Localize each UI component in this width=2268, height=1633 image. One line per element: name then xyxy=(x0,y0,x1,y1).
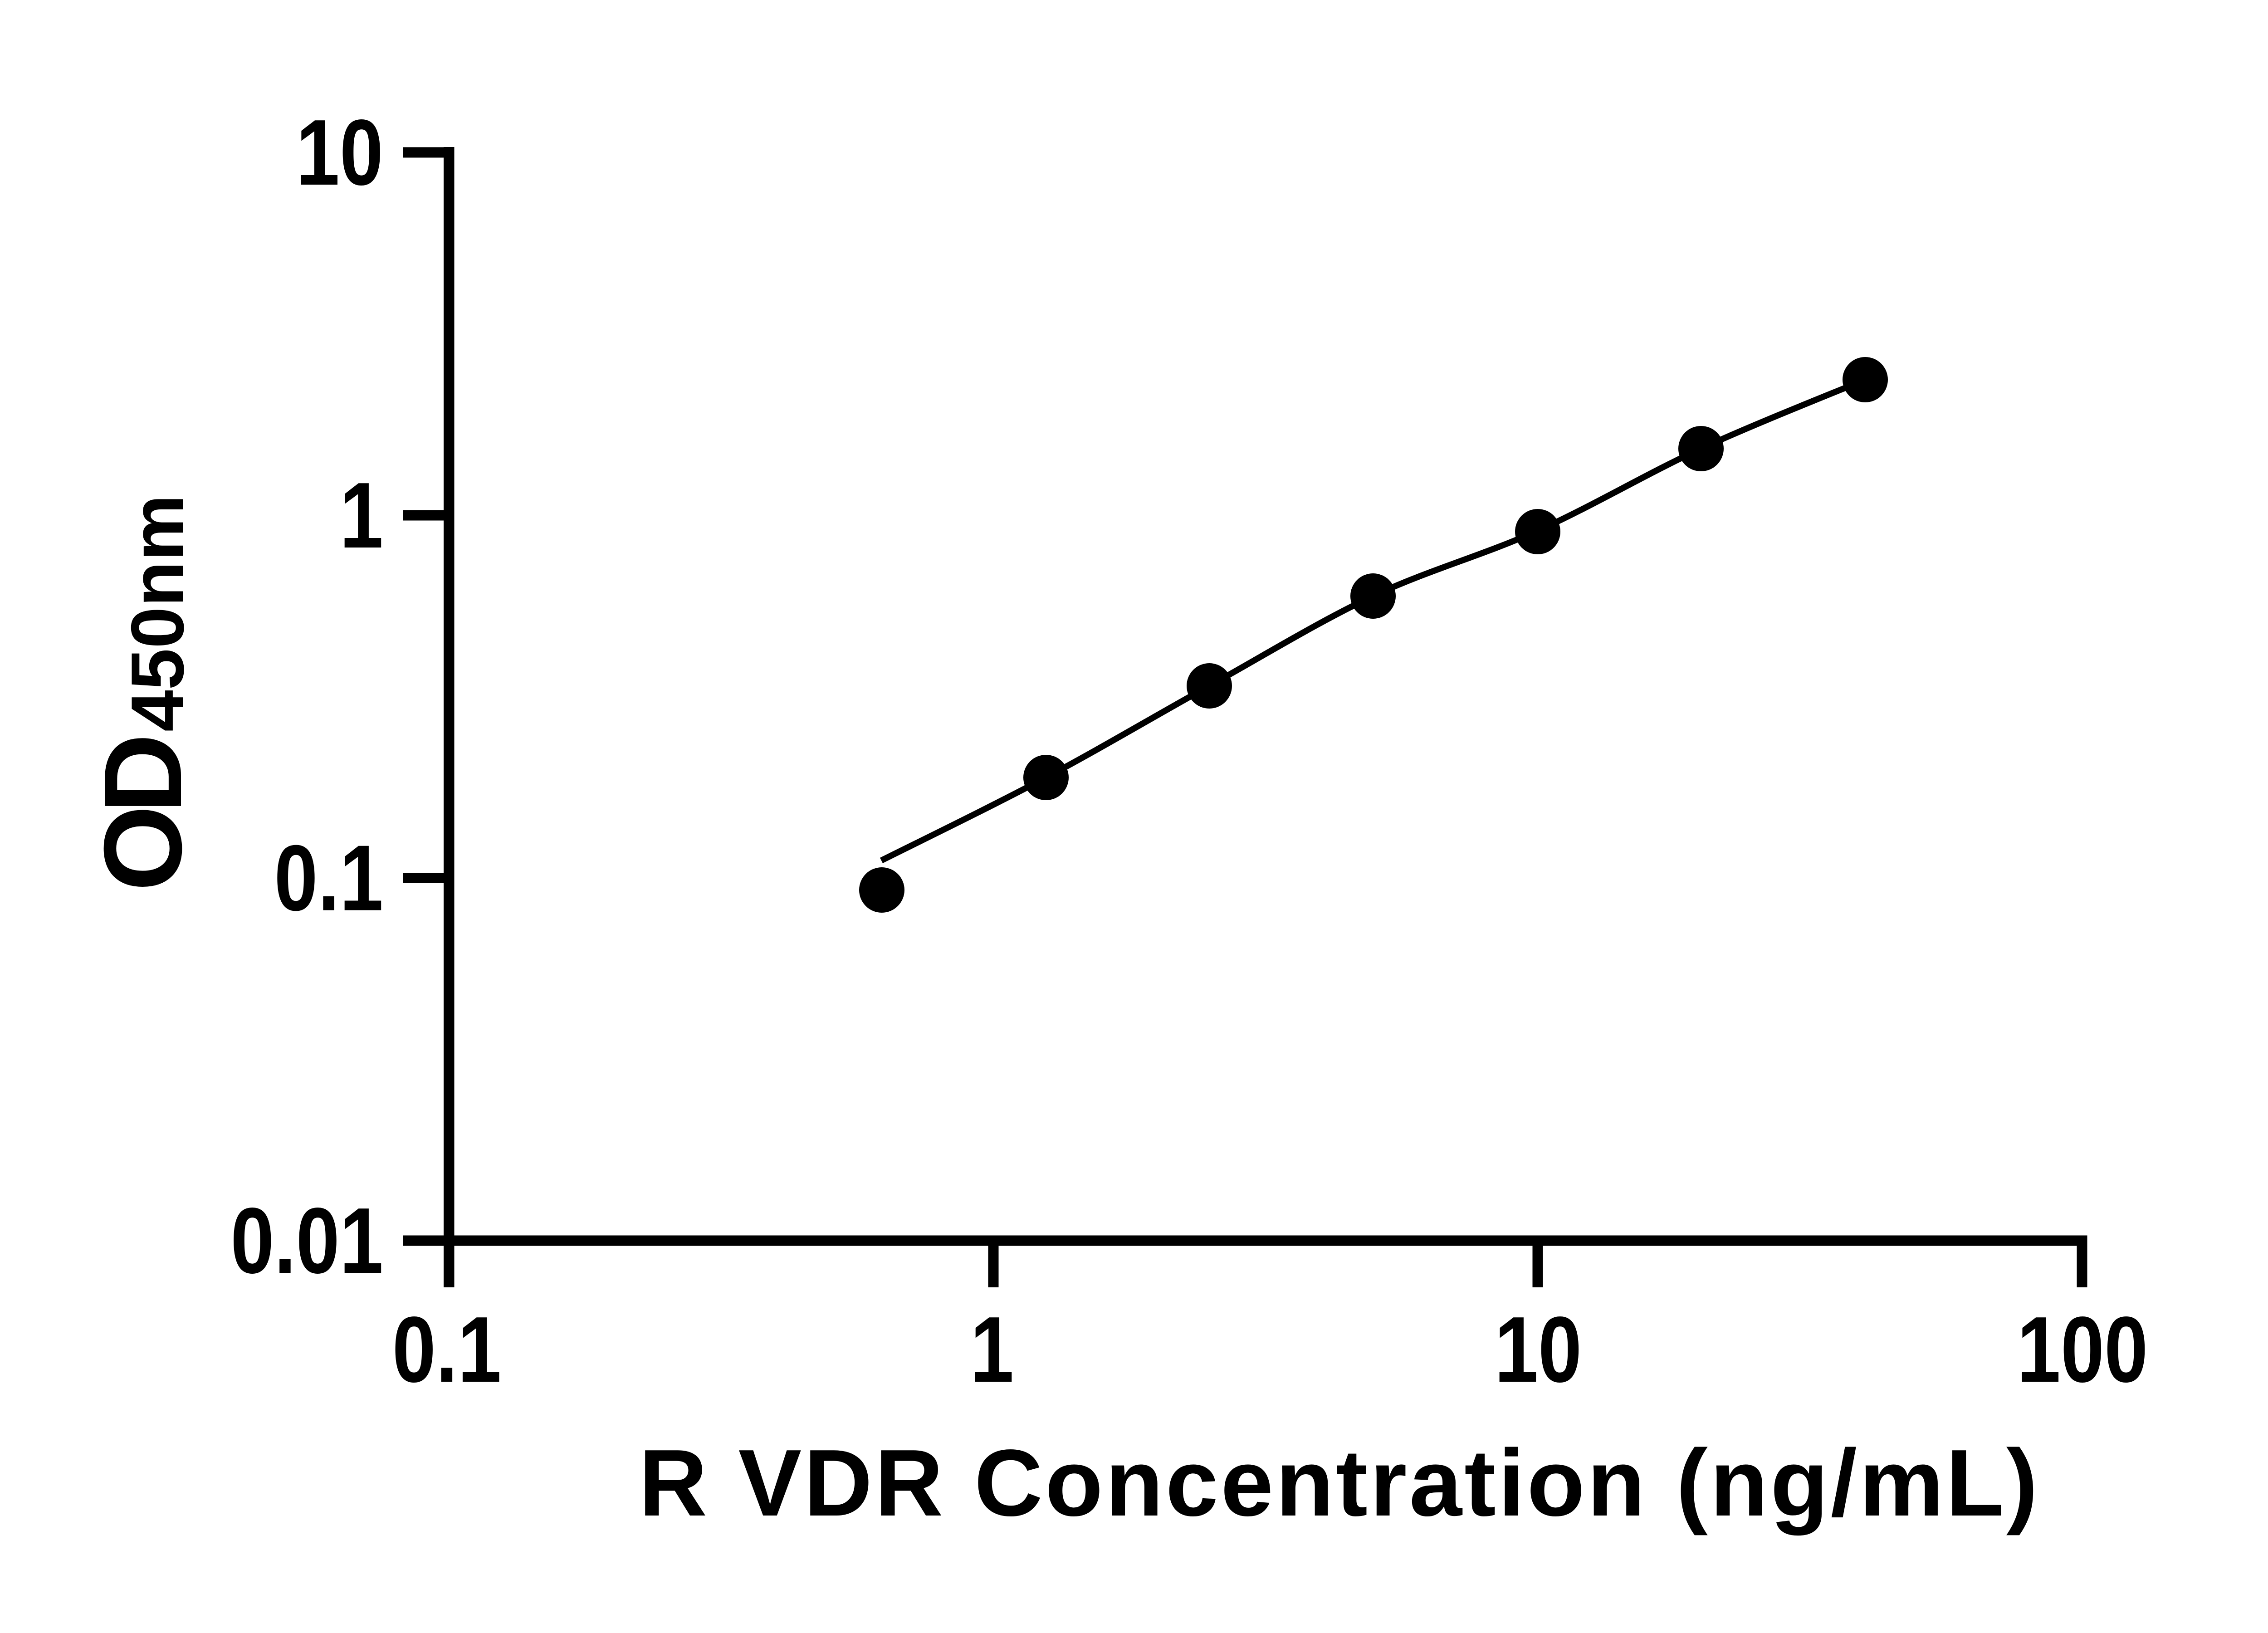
svg-text:1: 1 xyxy=(340,464,383,568)
svg-text:0.01: 0.01 xyxy=(230,1189,383,1293)
svg-text:100: 100 xyxy=(2017,1298,2148,1402)
svg-text:0.1: 0.1 xyxy=(392,1298,502,1402)
svg-text:R VDR Concentration (ng/mL): R VDR Concentration (ng/mL) xyxy=(639,1430,2040,1536)
svg-text:0.1: 0.1 xyxy=(274,826,383,930)
svg-text:450nm: 450nm xyxy=(116,494,199,732)
svg-text:OD: OD xyxy=(81,733,205,891)
svg-text:10: 10 xyxy=(1495,1298,1582,1402)
svg-text:1: 1 xyxy=(970,1298,1014,1402)
svg-text:10: 10 xyxy=(296,101,383,205)
